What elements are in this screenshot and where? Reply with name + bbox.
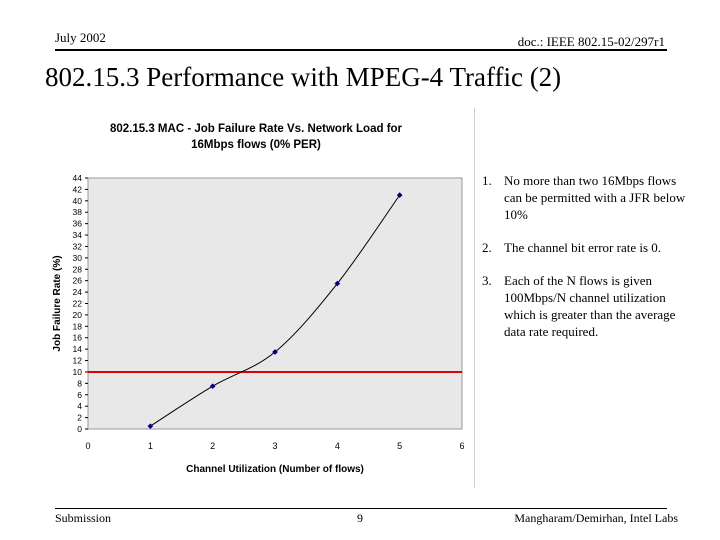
series-line bbox=[150, 194, 401, 427]
header-date: July 2002 bbox=[55, 30, 106, 45]
y-tick-label: 12 bbox=[73, 356, 83, 366]
y-axis-label: Job Failure Rate (%) bbox=[52, 255, 63, 351]
y-tick-label: 42 bbox=[73, 184, 83, 194]
y-tick-label: 32 bbox=[73, 241, 83, 251]
x-tick-label: 3 bbox=[272, 441, 277, 451]
note-text: No more than two 16Mbps flows can be per… bbox=[504, 173, 686, 222]
data-point bbox=[396, 192, 403, 198]
x-tick-label: 4 bbox=[335, 441, 340, 451]
y-tick-label: 6 bbox=[77, 390, 82, 400]
note-text: Each of the N flows is given 100Mbps/N c… bbox=[504, 273, 676, 339]
slide-title: 802.15.3 Performance with MPEG-4 Traffic… bbox=[45, 62, 562, 92]
note-number: 3. bbox=[482, 273, 492, 288]
note-item: 2. The channel bit error rate is 0. bbox=[482, 239, 697, 256]
x-tick-label: 0 bbox=[85, 441, 90, 451]
y-tick-label: 18 bbox=[73, 321, 83, 331]
chart: 802.15.3 MAC - Job Failure Rate Vs. Netw… bbox=[52, 123, 465, 475]
note-number: 2. bbox=[482, 240, 492, 255]
y-tick-label: 38 bbox=[73, 207, 83, 217]
y-tick-label: 2 bbox=[77, 413, 82, 423]
y-tick-label: 28 bbox=[73, 264, 83, 274]
note-item: 3. Each of the N flows is given 100Mbps/N… bbox=[482, 272, 697, 340]
x-tick-label: 5 bbox=[397, 441, 402, 451]
data-point bbox=[209, 383, 216, 390]
y-tick-label: 14 bbox=[73, 344, 83, 354]
y-tick-label: 36 bbox=[73, 219, 83, 229]
y-tick-label: 24 bbox=[73, 287, 83, 297]
y-tick-label: 34 bbox=[73, 230, 83, 240]
chart-title-line2: 16Mbps flows (0% PER) bbox=[191, 139, 321, 151]
note-number: 1. bbox=[482, 173, 492, 188]
x-axis-label: Channel Utilization (Number of flows) bbox=[186, 464, 364, 475]
y-tick-label: 26 bbox=[73, 276, 83, 286]
footer-page-number: 9 bbox=[357, 511, 363, 525]
y-tick-label: 20 bbox=[73, 310, 83, 320]
footer-authors: Mangharam/Demirhan, Intel Labs bbox=[514, 511, 678, 525]
x-tick-label: 6 bbox=[459, 441, 464, 451]
chart-title-line1: 802.15.3 MAC - Job Failure Rate Vs. Netw… bbox=[110, 123, 403, 135]
chart-panel: 802.15.3 MAC - Job Failure Rate Vs. Netw… bbox=[46, 108, 475, 488]
note-item: 1. No more than two 16Mbps flows can be p… bbox=[482, 172, 697, 223]
footer-divider bbox=[55, 508, 667, 509]
data-point bbox=[334, 280, 341, 287]
note-text: The channel bit error rate is 0. bbox=[504, 240, 662, 255]
header-doc-id: doc.: IEEE 802.15-02/297r1 bbox=[517, 34, 665, 49]
y-tick-label: 44 bbox=[73, 173, 83, 183]
notes-list: 1. No more than two 16Mbps flows can be p… bbox=[482, 172, 697, 356]
y-tick-label: 8 bbox=[77, 378, 82, 388]
x-tick-label: 2 bbox=[210, 441, 215, 451]
y-tick-label: 4 bbox=[77, 401, 82, 411]
y-tick-label: 10 bbox=[73, 367, 83, 377]
data-point bbox=[147, 423, 154, 429]
x-tick-label: 1 bbox=[148, 441, 153, 451]
y-tick-label: 22 bbox=[73, 299, 83, 309]
footer-submission: Submission bbox=[55, 511, 112, 525]
y-tick-label: 40 bbox=[73, 196, 83, 206]
y-tick-label: 16 bbox=[73, 333, 83, 343]
y-tick-label: 30 bbox=[73, 253, 83, 263]
data-point bbox=[272, 349, 278, 355]
header-divider bbox=[55, 49, 667, 51]
y-tick-label: 0 bbox=[77, 424, 82, 434]
plot-area bbox=[87, 177, 463, 430]
